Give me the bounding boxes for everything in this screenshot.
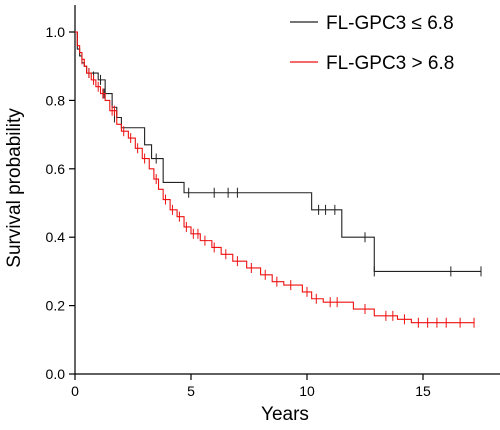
series-layer [75,31,482,328]
x-tick-label: 0 [71,383,79,399]
x-tick-label: 10 [299,383,315,399]
x-tick-label: 5 [187,383,195,399]
y-tick-label: 0.6 [46,161,66,177]
y-tick-label: 0.0 [46,366,66,382]
legend-item-series-1: FL-GPC3 > 6.8 [290,53,454,74]
x-axis-title: Years [261,404,309,425]
y-tick-label: 1.0 [46,24,66,40]
legend-label-series-0: FL-GPC3 ≤ 6.8 [326,13,454,34]
legend: FL-GPC3 ≤ 6.8 FL-GPC3 > 6.8 [290,13,454,74]
y-tick-label: 0.8 [46,92,66,108]
x-tick-label: 15 [415,383,431,399]
axes [74,5,500,375]
y-tick-label: 0.2 [46,298,66,314]
survival-curve-series-1 [75,31,475,324]
y-axis-title: Survival probability [4,108,25,268]
legend-item-series-0: FL-GPC3 ≤ 6.8 [290,13,454,34]
y-ticks: 0.0 0.2 0.4 0.6 0.8 1.0 [46,24,75,382]
y-tick-label: 0.4 [46,229,66,245]
x-ticks: 0 5 10 15 [71,374,431,399]
legend-label-series-1: FL-GPC3 > 6.8 [326,53,454,74]
